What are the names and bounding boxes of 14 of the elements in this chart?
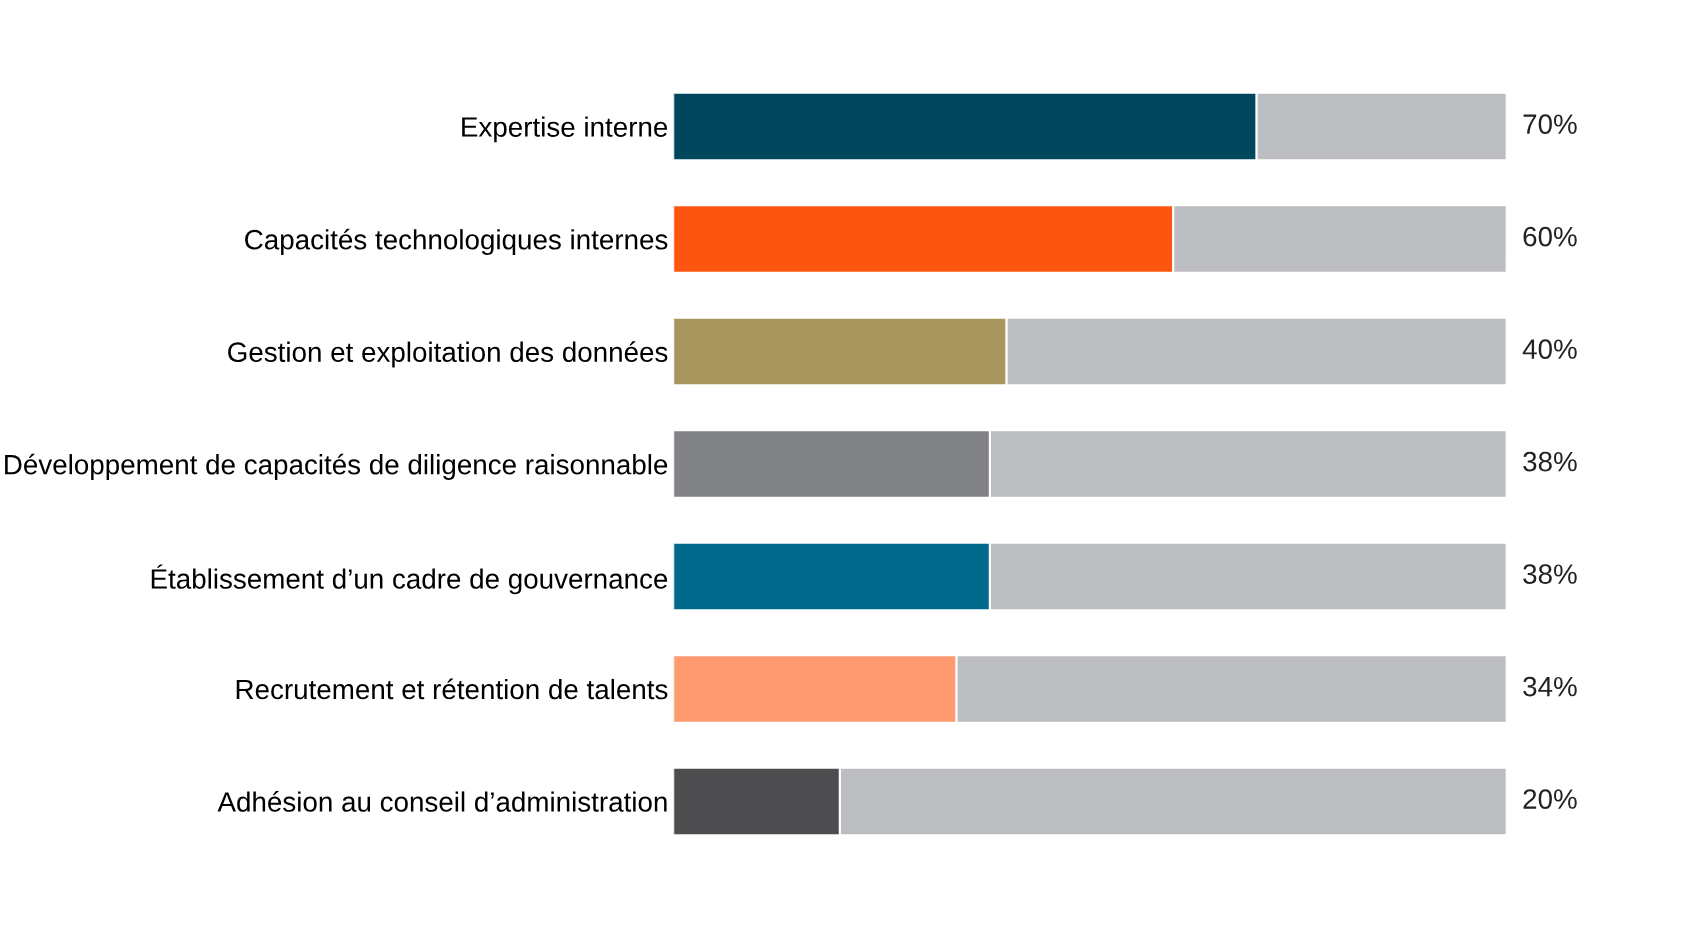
- y-tick-label: Gestion et exploitation des données: [228, 341, 668, 368]
- y-tick-label: Expertise interne: [462, 116, 668, 143]
- y-tick-label: Adhésion au conseil d’administration: [217, 791, 667, 812]
- data-label: 20%: [1523, 789, 1577, 809]
- data-label: 60%: [1523, 226, 1577, 247]
- data-label: 38%: [1523, 451, 1577, 472]
- y-tick-label: Développement de capacités de diligence raisonnable: [5, 453, 668, 480]
- data-label: 34%: [1523, 676, 1577, 697]
- data-label: 40%: [1522, 339, 1577, 359]
- data-label: 38%: [1523, 564, 1577, 584]
- data-label: 70%: [1523, 114, 1577, 134]
- y-tick-label: Établissement d’un cadre de gouvernance: [151, 564, 668, 595]
- y-tick-label: Capacités technologiques internes: [245, 228, 668, 256]
- y-tick-label: Recrutement et rétention de talents: [236, 678, 668, 700]
